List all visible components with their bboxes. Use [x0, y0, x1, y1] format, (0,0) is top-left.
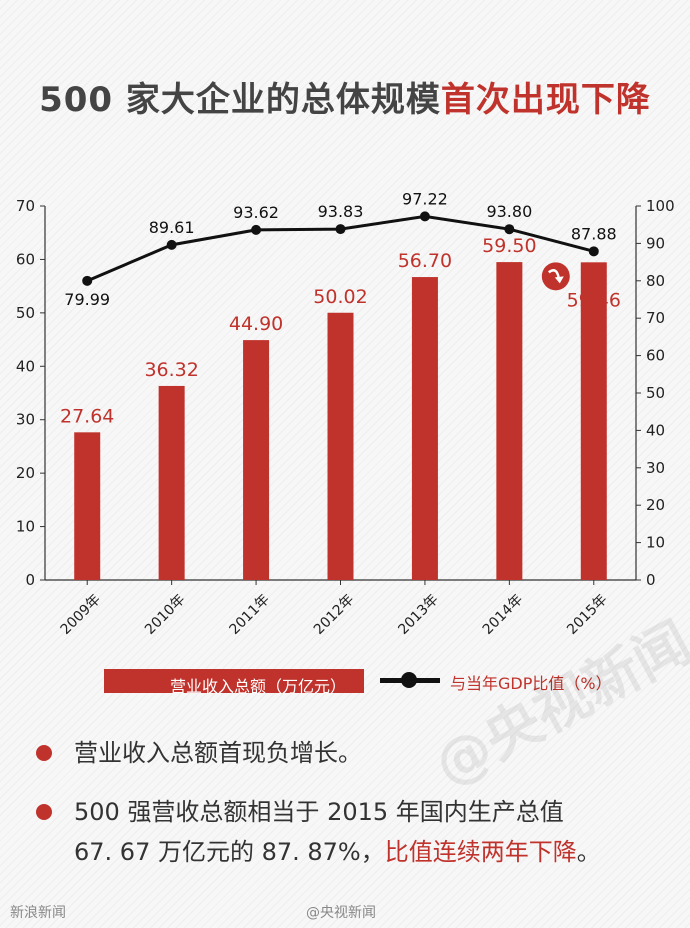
y-right-tick-label: 60	[646, 347, 665, 365]
bar	[74, 432, 101, 580]
y-left-tick-label: 20	[16, 464, 35, 482]
y-left-tick-label: 50	[16, 304, 35, 322]
chart-legend: 营业收入总额（万亿元） 与当年GDP比值（%）	[100, 664, 640, 696]
bullet-dot	[36, 745, 52, 761]
y-left-tick-label: 30	[16, 411, 35, 429]
page-title: 500 家大企业的总体规模首次出现下降	[0, 72, 690, 121]
bullet-text: 500 强营收总额相当于 2015 年国内生产总值 67. 67 万亿元的 87…	[74, 792, 654, 872]
y-right-tick-label: 70	[646, 309, 665, 327]
bullet-text: 营业收入总额首现负增长。	[74, 739, 362, 767]
line-point	[251, 224, 262, 235]
y-right-tick-label: 100	[646, 197, 675, 215]
x-tick-label: 2013年	[395, 592, 441, 638]
line-point	[82, 275, 93, 286]
bullet-line-1: 500 强营收总额相当于 2015 年国内生产总值	[74, 798, 564, 826]
bar	[580, 262, 607, 580]
x-tick-label: 2009年	[58, 592, 104, 638]
line-point	[419, 211, 430, 222]
x-tick-label: 2014年	[480, 592, 526, 638]
legend-line-dot	[401, 672, 417, 688]
bar-value-label: 56.70	[398, 250, 452, 272]
line-value-label: 87.88	[571, 224, 617, 243]
y-left-tick-label: 10	[16, 518, 35, 536]
y-right-tick-label: 30	[646, 459, 665, 477]
y-right-tick-label: 50	[646, 384, 665, 402]
bar-value-label: 59.50	[482, 235, 536, 257]
title-highlight: 首次出现下降	[440, 80, 651, 120]
bar-value-label: 44.90	[229, 313, 283, 335]
line-point	[166, 239, 177, 250]
legend-bar-label: 营业收入总额（万亿元）	[170, 677, 347, 696]
legend-line-label: 与当年GDP比值（%）	[450, 674, 612, 693]
y-right-tick-label: 40	[646, 421, 665, 439]
line-value-label: 97.22	[402, 189, 448, 208]
y-right-tick-label: 10	[646, 534, 665, 552]
line-value-label: 93.80	[486, 202, 532, 221]
bar-value-label: 59.46	[567, 289, 621, 311]
line-value-label: 93.83	[318, 202, 364, 221]
x-tick-label: 2012年	[311, 592, 357, 638]
y-right-tick-label: 80	[646, 272, 665, 290]
y-left-tick-label: 70	[16, 197, 35, 215]
x-tick-label: 2010年	[142, 592, 188, 638]
bullet-line-2-highlight: 比值连续两年下降	[384, 838, 577, 866]
bullet-dot	[36, 804, 52, 820]
bullet-line-2-end: 。	[576, 838, 601, 866]
bullet-item-1: 营业收入总额首现负增长。	[36, 733, 656, 773]
bar	[327, 312, 354, 580]
line-point	[335, 224, 346, 235]
y-left-tick-label: 0	[25, 571, 35, 589]
x-tick-label: 2011年	[226, 592, 272, 638]
y-left-tick-label: 40	[16, 357, 35, 375]
arrow-head	[554, 276, 564, 284]
bar	[243, 340, 270, 580]
bullet-line-2-a: 67. 67 万亿元的 87. 87%，	[74, 838, 385, 866]
bar-value-label: 50.02	[313, 286, 367, 308]
revenue-gdp-chart: 0 10 20 30 40 50 60 70 0 10 20 30 40 50 60 70 80 90 100 200…	[16, 189, 675, 638]
bar-value-label: 27.64	[60, 405, 114, 427]
line-value-label: 79.99	[64, 290, 110, 309]
line-point	[588, 246, 599, 257]
arrow-curve	[548, 269, 561, 279]
y-right-tick-label: 90	[646, 234, 665, 252]
bar	[496, 262, 523, 580]
bullet-line-2: 67. 67 万亿元的 87. 87%，比值连续两年下降。	[74, 832, 654, 872]
curved-down-arrow-icon	[541, 262, 570, 291]
bar	[411, 277, 438, 580]
bullet-item-2: 500 强营收总额相当于 2015 年国内生产总值 67. 67 万亿元的 87…	[36, 792, 656, 876]
bar	[158, 385, 185, 580]
y-left-tick-label: 60	[16, 250, 35, 268]
bar-value-label: 36.32	[144, 359, 198, 381]
title-part1: 500 家大企业的总体规模	[39, 80, 441, 120]
y-right-tick-label: 0	[646, 571, 656, 589]
y-right-tick-label: 20	[646, 496, 665, 514]
watermark-bottom-left: 新浪新闻	[10, 905, 66, 921]
legend-bar-swatch	[104, 669, 364, 693]
line-value-label: 89.61	[149, 218, 195, 237]
line-value-label: 93.62	[233, 203, 279, 222]
watermark-bottom-center: @央视新闻	[306, 905, 376, 921]
line-point	[504, 224, 515, 235]
